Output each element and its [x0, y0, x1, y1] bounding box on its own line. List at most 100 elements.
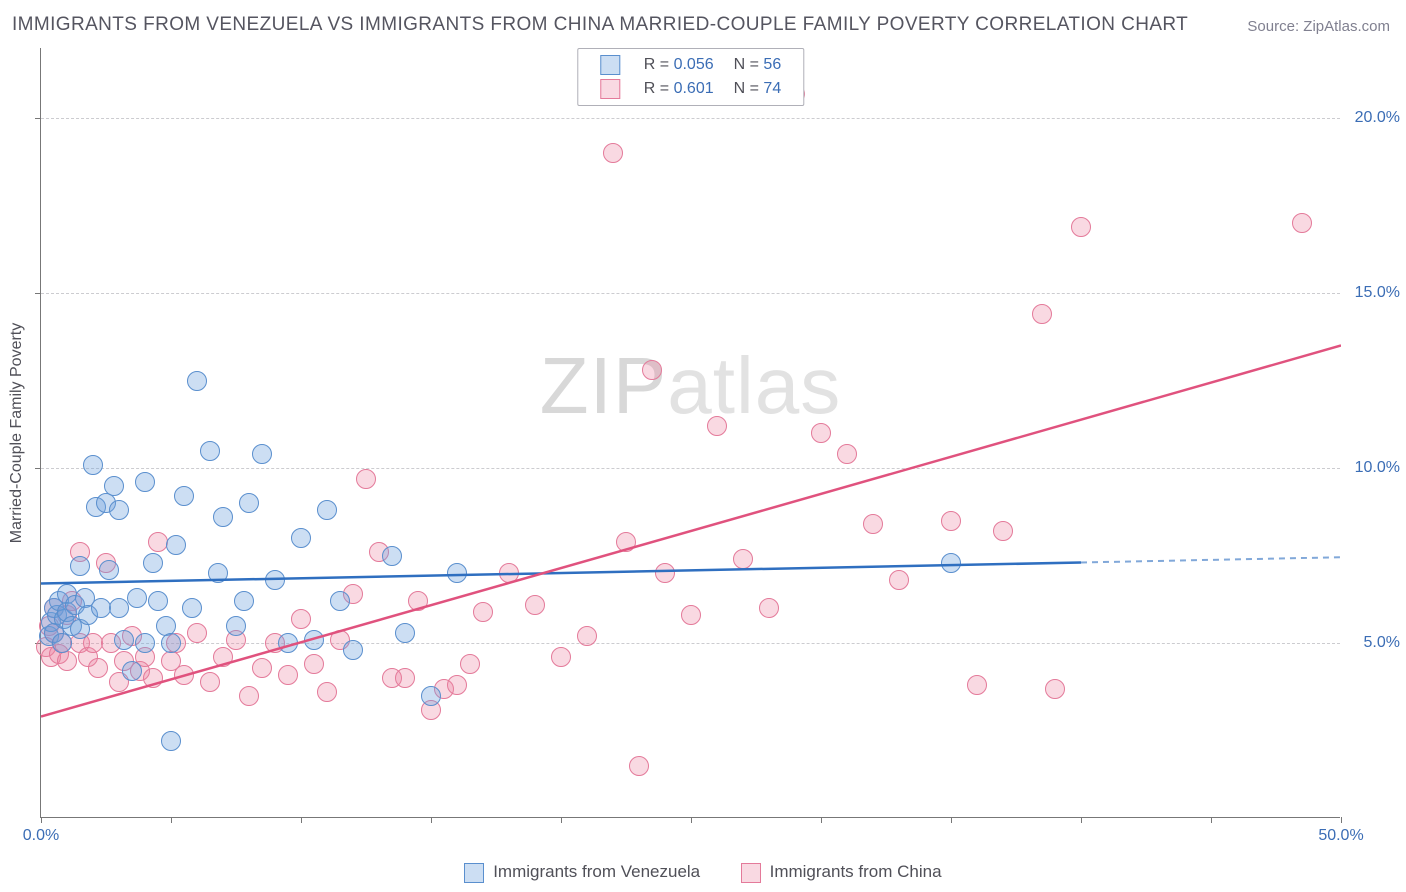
y-tick-label: 15.0% — [1348, 284, 1400, 302]
x-tick-mark — [431, 817, 432, 823]
y-tick-mark — [35, 468, 41, 469]
data-point-venezuela — [200, 441, 220, 461]
data-point-china — [733, 549, 753, 569]
data-point-venezuela — [161, 633, 181, 653]
data-point-venezuela — [330, 591, 350, 611]
data-point-venezuela — [208, 563, 228, 583]
data-point-venezuela — [226, 616, 246, 636]
legend-row-venezuela: R = 0.056 N = 56 — [590, 53, 791, 77]
data-point-china — [395, 668, 415, 688]
data-point-venezuela — [91, 598, 111, 618]
data-point-venezuela — [83, 455, 103, 475]
data-point-venezuela — [161, 731, 181, 751]
data-point-china — [174, 665, 194, 685]
data-point-china — [473, 602, 493, 622]
data-point-venezuela — [109, 500, 129, 520]
data-point-china — [629, 756, 649, 776]
data-point-china — [967, 675, 987, 695]
data-point-venezuela — [941, 553, 961, 573]
data-point-venezuela — [213, 507, 233, 527]
data-point-venezuela — [174, 486, 194, 506]
data-point-china — [57, 651, 77, 671]
data-point-venezuela — [166, 535, 186, 555]
data-point-venezuela — [265, 570, 285, 590]
data-point-china — [993, 521, 1013, 541]
data-point-china — [291, 609, 311, 629]
data-point-china — [304, 654, 324, 674]
x-tick-label-max: 50.0% — [1318, 827, 1363, 845]
x-tick-mark — [821, 817, 822, 823]
data-point-china — [447, 675, 467, 695]
source-attribution: Source: ZipAtlas.com — [1247, 18, 1390, 35]
data-point-china — [889, 570, 909, 590]
data-point-china — [317, 682, 337, 702]
data-point-venezuela — [395, 623, 415, 643]
correlation-legend: R = 0.056 N = 56 R = 0.601 N = 74 — [577, 48, 804, 106]
gridline — [41, 293, 1340, 294]
data-point-venezuela — [343, 640, 363, 660]
data-point-china — [759, 598, 779, 618]
data-point-venezuela — [99, 560, 119, 580]
x-tick-mark — [301, 817, 302, 823]
data-point-venezuela — [114, 630, 134, 650]
data-point-venezuela — [104, 476, 124, 496]
data-point-venezuela — [234, 591, 254, 611]
legend-item-china: Immigrants from China — [741, 862, 942, 883]
data-point-china — [577, 626, 597, 646]
series-legend: Immigrants from Venezuela Immigrants fro… — [0, 862, 1406, 883]
data-point-china — [239, 686, 259, 706]
data-point-china — [408, 591, 428, 611]
data-point-venezuela — [135, 633, 155, 653]
data-point-china — [1045, 679, 1065, 699]
swatch-venezuela — [600, 55, 620, 75]
data-point-china — [707, 416, 727, 436]
x-tick-mark — [1081, 817, 1082, 823]
legend-item-venezuela: Immigrants from Venezuela — [464, 862, 700, 883]
data-point-venezuela — [52, 633, 72, 653]
data-point-venezuela — [239, 493, 259, 513]
scatter-plot-area: ZIPatlas Married-Couple Family Poverty R… — [40, 48, 1340, 818]
data-point-china — [837, 444, 857, 464]
legend-row-china: R = 0.601 N = 74 — [590, 77, 791, 101]
data-point-venezuela — [143, 553, 163, 573]
data-point-china — [252, 658, 272, 678]
x-tick-mark — [41, 817, 42, 823]
data-point-china — [1032, 304, 1052, 324]
data-point-china — [148, 532, 168, 552]
data-point-china — [499, 563, 519, 583]
data-point-venezuela — [278, 633, 298, 653]
gridline — [41, 118, 1340, 119]
swatch-china-icon — [741, 863, 761, 883]
data-point-venezuela — [382, 546, 402, 566]
swatch-venezuela-icon — [464, 863, 484, 883]
data-point-venezuela — [187, 371, 207, 391]
data-point-china — [88, 658, 108, 678]
data-point-china — [356, 469, 376, 489]
data-point-venezuela — [109, 598, 129, 618]
data-point-venezuela — [70, 556, 90, 576]
source-link[interactable]: ZipAtlas.com — [1303, 18, 1390, 35]
data-point-china — [525, 595, 545, 615]
y-tick-mark — [35, 293, 41, 294]
source-label: Source: — [1247, 18, 1299, 35]
data-point-venezuela — [291, 528, 311, 548]
data-point-china — [200, 672, 220, 692]
data-point-venezuela — [135, 472, 155, 492]
data-point-china — [655, 563, 675, 583]
gridline — [41, 468, 1340, 469]
x-tick-mark — [691, 817, 692, 823]
data-point-china — [460, 654, 480, 674]
data-point-china — [187, 623, 207, 643]
data-point-venezuela — [252, 444, 272, 464]
data-point-china — [1071, 217, 1091, 237]
data-point-venezuela — [122, 661, 142, 681]
data-point-china — [1292, 213, 1312, 233]
data-point-venezuela — [148, 591, 168, 611]
data-point-venezuela — [317, 500, 337, 520]
chart-title: IMMIGRANTS FROM VENEZUELA VS IMMIGRANTS … — [12, 14, 1188, 36]
data-point-venezuela — [304, 630, 324, 650]
data-point-china — [616, 532, 636, 552]
data-point-china — [863, 514, 883, 534]
y-tick-mark — [35, 118, 41, 119]
data-point-venezuela — [182, 598, 202, 618]
